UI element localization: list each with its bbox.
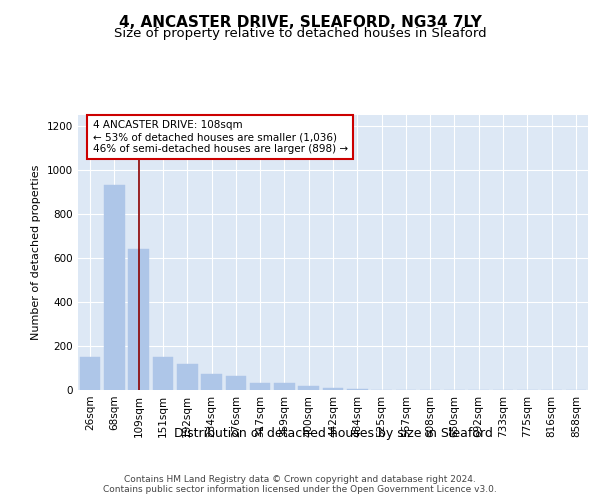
Bar xyxy=(201,374,222,390)
Bar xyxy=(80,357,100,390)
Text: Contains HM Land Registry data © Crown copyright and database right 2024.
Contai: Contains HM Land Registry data © Crown c… xyxy=(103,475,497,494)
Bar xyxy=(226,376,246,390)
Bar xyxy=(128,249,149,390)
Y-axis label: Number of detached properties: Number of detached properties xyxy=(31,165,41,340)
Bar xyxy=(250,384,271,390)
Bar xyxy=(347,389,368,390)
Bar xyxy=(274,384,295,390)
Text: 4, ANCASTER DRIVE, SLEAFORD, NG34 7LY: 4, ANCASTER DRIVE, SLEAFORD, NG34 7LY xyxy=(119,15,481,30)
Bar xyxy=(323,388,343,390)
Text: 4 ANCASTER DRIVE: 108sqm
← 53% of detached houses are smaller (1,036)
46% of sem: 4 ANCASTER DRIVE: 108sqm ← 53% of detach… xyxy=(92,120,347,154)
Text: Size of property relative to detached houses in Sleaford: Size of property relative to detached ho… xyxy=(113,28,487,40)
Bar xyxy=(298,386,319,390)
Bar xyxy=(152,357,173,390)
Bar xyxy=(177,364,197,390)
Text: Distribution of detached houses by size in Sleaford: Distribution of detached houses by size … xyxy=(173,428,493,440)
Bar xyxy=(104,186,125,390)
